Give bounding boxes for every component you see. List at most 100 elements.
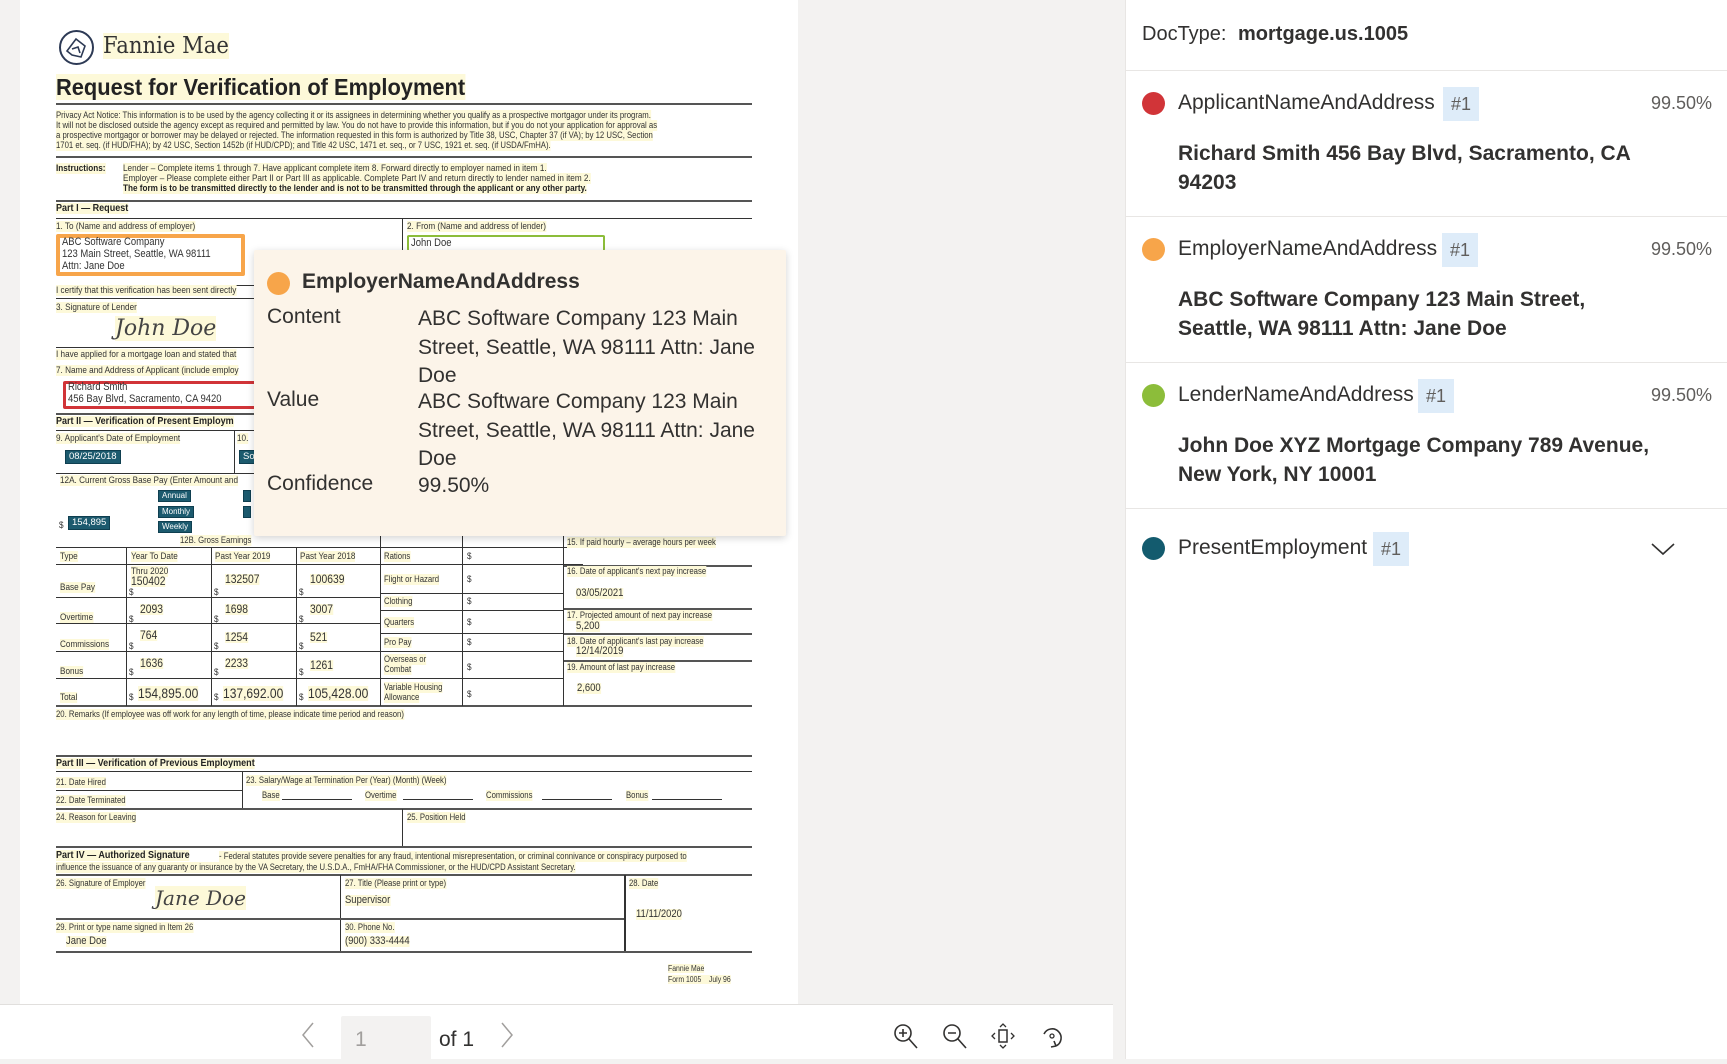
- divider: [402, 218, 403, 250]
- panel-splitter[interactable]: [1113, 0, 1126, 1059]
- field27-label: 27. Title (Please print or type): [345, 878, 447, 889]
- field-item-applicant[interactable]: ApplicantNameAndAddress #1 99.50% Richar…: [1126, 71, 1727, 217]
- field7-label: 7. Name and Address of Applicant (includ…: [56, 365, 239, 376]
- value-value: ABC Software Company 123 Main Street, Se…: [418, 390, 755, 470]
- employer-highlight-box[interactable]: [56, 234, 245, 276]
- blank-line: [403, 799, 473, 800]
- pay-period-weekly[interactable]: Weekly: [158, 521, 193, 533]
- allowance-label: Rations: [384, 551, 411, 562]
- field-item-present-employment[interactable]: PresentEmployment #1: [1126, 509, 1727, 589]
- dollar-sign: $: [299, 667, 304, 678]
- divider: [56, 218, 752, 219]
- fit-page-icon[interactable]: [989, 1022, 1017, 1050]
- dollar-sign: $: [467, 551, 472, 562]
- confidence-label: Confidence: [267, 472, 374, 495]
- pay-period-monthly[interactable]: Monthly: [158, 506, 195, 518]
- field30-label: 30. Phone No.: [345, 922, 395, 933]
- allowance-label: Allowance: [384, 692, 420, 703]
- dollar-sign: $: [467, 617, 472, 628]
- part4-heading: Part IV — Authorized Signature: [56, 849, 190, 861]
- privacy-line: a prospective mortgagor or borrower may …: [56, 130, 653, 141]
- field3-label: 3. Signature of Lender: [56, 302, 137, 313]
- checkbox[interactable]: [243, 506, 251, 518]
- next-page-button[interactable]: [498, 1020, 516, 1050]
- divider: [56, 808, 752, 810]
- dollar-sign: $: [214, 667, 219, 678]
- page-number-input[interactable]: 1: [341, 1016, 431, 1064]
- dollar-sign: $: [129, 692, 134, 703]
- field-item-lender[interactable]: LenderNameAndAddress #1 99.50% John Doe …: [1126, 363, 1727, 509]
- field30-value: (900) 333-4444: [345, 935, 410, 947]
- salary-overtime: Overtime: [365, 790, 397, 801]
- field9-label: 9. Applicant's Date of Employment: [56, 433, 181, 444]
- row-2018: 521: [310, 630, 328, 644]
- row-2019: 1254: [225, 630, 248, 644]
- field21-label: 21. Date Hired: [56, 777, 106, 788]
- field18-label: 18. Date of applicant's last pay increas…: [567, 636, 704, 647]
- employer-line: 123 Main Street, Seattle, WA 98111: [62, 248, 211, 260]
- row-2018: 3007: [310, 602, 333, 616]
- table-header: Type: [60, 551, 78, 562]
- divider: [380, 633, 563, 634]
- dollar-sign: $: [299, 692, 304, 703]
- lender-highlight-box[interactable]: [407, 235, 605, 251]
- field-item-employer[interactable]: EmployerNameAndAddress #1 99.50% ABC Sof…: [1126, 217, 1727, 363]
- pay-period-annual[interactable]: Annual: [158, 490, 191, 502]
- table-header: Year To Date: [131, 551, 178, 562]
- salary-bonus: Bonus: [626, 790, 648, 801]
- field25-label: 25. Position Held: [407, 812, 466, 823]
- divider: [624, 875, 626, 952]
- salary-commissions: Commissions: [486, 790, 533, 801]
- allowance-label: Clothing: [384, 596, 413, 607]
- dollar-sign: $: [467, 574, 472, 585]
- zoom-out-icon[interactable]: [941, 1022, 969, 1050]
- divider: [563, 608, 752, 610]
- zoom-in-icon[interactable]: [892, 1022, 920, 1050]
- blank-line: [652, 799, 722, 800]
- divider: [56, 564, 583, 565]
- base-pay-value[interactable]: 154,895: [68, 516, 111, 530]
- lender-signature: John Doe: [115, 316, 217, 341]
- instructions-line: The form is to be transmitted directly t…: [123, 183, 587, 194]
- field26-label: 26. Signature of Employer: [56, 878, 146, 889]
- logo-text: Fannie Mae: [103, 33, 229, 59]
- field10-label: 10.: [237, 433, 249, 444]
- divider: [56, 918, 624, 920]
- previous-page-button[interactable]: [299, 1020, 317, 1050]
- field-tooltip: EmployerNameAndAddress Content ABC Softw…: [254, 250, 786, 536]
- field10-value[interactable]: So: [239, 450, 259, 464]
- privacy-line: 1701 et. seq. (if HUD/FHA); by 42 USC, S…: [56, 140, 551, 151]
- dollar-sign: $: [299, 641, 304, 652]
- rotate-icon[interactable]: [1038, 1022, 1066, 1050]
- field12b-label: 12B. Gross Earnings: [180, 535, 252, 546]
- page-count-label: of 1: [439, 1028, 475, 1051]
- value-label: Value: [267, 388, 320, 411]
- field-value: ABC Software Company 123 Main Street, Se…: [1178, 288, 1586, 340]
- field15-label: 15. If paid hourly – average hours per w…: [567, 537, 716, 548]
- part4-text: influence the issuance of any guaranty o…: [56, 862, 576, 873]
- row-2018: 1261: [310, 658, 333, 672]
- applied-text: I have applied for a mortgage loan and s…: [56, 349, 237, 360]
- field-name: LenderNameAndAddress: [1178, 383, 1414, 406]
- row-type: Base Pay: [60, 582, 95, 593]
- chevron-down-icon[interactable]: [1650, 541, 1676, 557]
- dollar-sign: $: [467, 662, 472, 673]
- divider: [56, 678, 380, 679]
- divider: [563, 660, 752, 662]
- field16-value: 03/05/2021: [576, 587, 624, 599]
- checkbox[interactable]: [243, 490, 251, 502]
- part3-heading: Part III — Verification of Previous Empl…: [56, 757, 255, 769]
- document-viewer: Fannie Mae Request for Verification of E…: [20, 0, 798, 1004]
- tooltip-field-name: EmployerNameAndAddress: [302, 270, 580, 293]
- divider: [242, 771, 243, 809]
- allowance-label: Combat: [384, 664, 412, 675]
- field-name: EmployerNameAndAddress: [1178, 237, 1438, 260]
- date-of-employment-value[interactable]: 08/25/2018: [65, 450, 121, 464]
- field17-label: 17. Projected amount of next pay increas…: [567, 610, 713, 621]
- allowance-label: Flight or Hazard: [384, 574, 440, 585]
- doctype-label: DocType:: [1142, 23, 1227, 45]
- dollar-sign: $: [299, 614, 304, 625]
- employer-line: Attn: Jane Doe: [62, 260, 125, 272]
- content-value: ABC Software Company 123 Main Street, Se…: [418, 307, 755, 387]
- row-type: Commissions: [60, 639, 110, 650]
